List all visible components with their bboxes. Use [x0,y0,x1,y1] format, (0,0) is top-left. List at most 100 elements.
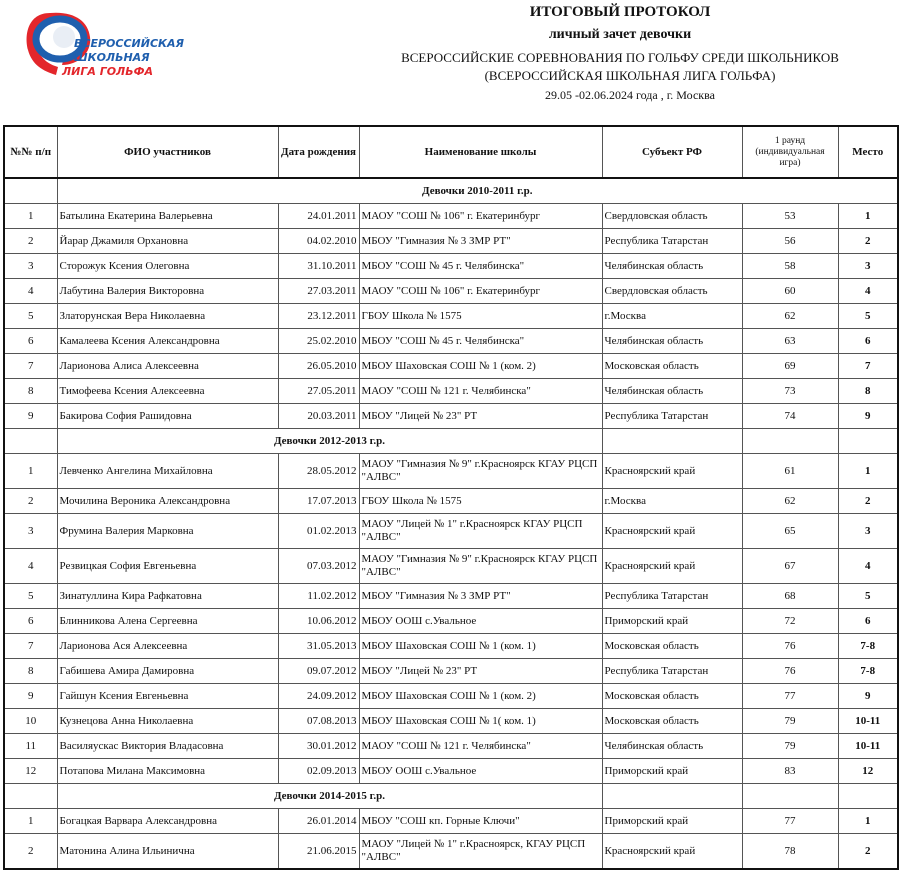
school-name: МБОУ Шаховская СОШ № 1 (ком. 1) [358,633,603,659]
group-empty-cell [601,428,743,454]
round1-score: 65 [741,513,839,549]
row-number: 5 [3,583,58,609]
region: г.Москва [601,303,743,329]
place: 9 [837,683,899,709]
place: 1 [837,808,899,834]
participant-name: Фрумина Валерия Марковна [56,513,279,549]
region: Красноярский край [601,833,743,870]
row-number: 7 [3,353,58,379]
birth-date: 02.09.2013 [277,758,360,784]
region: Приморский край [601,808,743,834]
place: 12 [837,758,899,784]
row-number: 9 [3,403,58,429]
group-empty-cell [601,783,743,809]
table-row: 1 Богацкая Варвара Александровна 26.01.201… [3,808,899,834]
birth-date: 10.06.2012 [277,608,360,634]
round1-score: 77 [741,683,839,709]
table-row: 3 Фрумина Валерия Марковна 01.02.2013 МАОУ … [3,513,899,549]
region: Красноярский край [601,513,743,549]
table-row: 6 Блинникова Алена Сергеевна 10.06.2012 МБО… [3,608,899,634]
birth-date: 07.03.2012 [277,548,360,584]
participant-name: Левченко Ангелина Михайловна [56,453,279,489]
row-number: 11 [3,733,58,759]
place: 4 [837,548,899,584]
school-name: МБОУ Шаховская СОШ № 1( ком. 1) [358,708,603,734]
school-name: МАОУ "СОШ № 106" г. Екатеринбург [358,203,603,229]
row-number: 6 [3,608,58,634]
place: 1 [837,453,899,489]
group-title: Девочки 2014-2015 г.р. [56,783,603,809]
birth-date: 26.01.2014 [277,808,360,834]
event-dates: 29.05 -02.06.2024 года , г. Москва [545,88,715,102]
col-place: Место [837,125,899,179]
round1-score: 76 [741,633,839,659]
row-number: 12 [3,758,58,784]
region: Приморский край [601,608,743,634]
row-number: 3 [3,253,58,279]
group-empty-cell [837,783,899,809]
league-logo: ВСЕРОССИЙСКАЯ ШКОЛЬНАЯ ЛИГА ГОЛЬФА [26,12,185,78]
group-empty-cell [3,428,58,454]
svg-text:ШКОЛЬНАЯ: ШКОЛЬНАЯ [74,51,150,64]
place: 7-8 [837,633,899,659]
region: Московская область [601,683,743,709]
school-name: МБОУ "Лицей № 23" РТ [358,658,603,684]
round1-score: 77 [741,808,839,834]
place: 7 [837,353,899,379]
round1-score: 79 [741,733,839,759]
round1-score: 83 [741,758,839,784]
place: 6 [837,328,899,354]
region: Республика Татарстан [601,658,743,684]
birth-date: 23.12.2011 [277,303,360,329]
round1-score: 61 [741,453,839,489]
table-row: 9 Бакирова София Рашидовна 20.03.2011 МБОУ … [3,403,899,429]
table-row: 4 Резвицкая София Евгеньевна 07.03.2012 МАО… [3,548,899,584]
school-name: МАОУ "Лицей № 1" г.Красноярск КГАУ РЦСП … [358,513,603,549]
place: 6 [837,608,899,634]
birth-date: 21.06.2015 [277,833,360,870]
col-region: Субъект РФ [601,125,743,179]
place: 4 [837,278,899,304]
round1-score: 58 [741,253,839,279]
group-header-row: Девочки 2012-2013 г.р. [3,428,899,454]
place: 2 [837,488,899,514]
row-number: 7 [3,633,58,659]
participant-name: Камалеева Ксения Александровна [56,328,279,354]
school-name: МБОУ ООШ с.Увальное [358,758,603,784]
table-row: 1 Батылина Екатерина Валерьевна 24.01.2011… [3,203,899,229]
birth-date: 25.02.2010 [277,328,360,354]
birth-date: 31.10.2011 [277,253,360,279]
document-subtitle: личный зачет девочки [548,27,692,42]
table-row: 6 Камалеева Ксения Александровна 25.02.201… [3,328,899,354]
region: Красноярский край [601,548,743,584]
table-row: 11 Василяускас Виктория Владасовна 30.01.2… [3,733,899,759]
row-number: 5 [3,303,58,329]
participant-name: Бакирова София Рашидовна [56,403,279,429]
participant-name: Йарар Джамиля Орхановна [56,228,279,254]
school-name: МАОУ "СОШ № 106" г. Екатеринбург [358,278,603,304]
birth-date: 27.03.2011 [277,278,360,304]
school-name: МАОУ "Гимназия № 9" г.Красноярск КГАУ РЦ… [358,453,603,489]
group-empty-cell [837,428,899,454]
participant-name: Резвицкая София Евгеньевна [56,548,279,584]
school-name: МБОУ ООШ с.Увальное [358,608,603,634]
table-row: 1 Левченко Ангелина Михайловна 28.05.2012 М… [3,453,899,489]
round1-score: 69 [741,353,839,379]
event-name: ВСЕРОССИЙСКИЕ СОРЕВНОВАНИЯ ПО ГОЛЬФУ СРЕ… [401,50,839,65]
table-row: 5 Зинатуллина Кира Рафкатовна 11.02.2012 МБ… [3,583,899,609]
place: 3 [837,513,899,549]
school-name: ГБОУ Школа № 1575 [358,488,603,514]
round1-score: 78 [741,833,839,870]
region: Свердловская область [601,278,743,304]
participant-name: Сторожук Ксения Олеговна [56,253,279,279]
region: Красноярский край [601,453,743,489]
participant-name: Кузнецова Анна Николаевна [56,708,279,734]
birth-date: 04.02.2010 [277,228,360,254]
birth-date: 11.02.2012 [277,583,360,609]
region: Республика Татарстан [601,228,743,254]
school-name: МБОУ "Гимназия № 3 ЗМР РТ" [358,583,603,609]
participant-name: Тимофеева Ксения Алексеевна [56,378,279,404]
school-name: МБОУ Шаховская СОШ № 1 (ком. 2) [358,353,603,379]
participant-name: Ларионова Алиса Алексеевна [56,353,279,379]
row-number: 1 [3,203,58,229]
